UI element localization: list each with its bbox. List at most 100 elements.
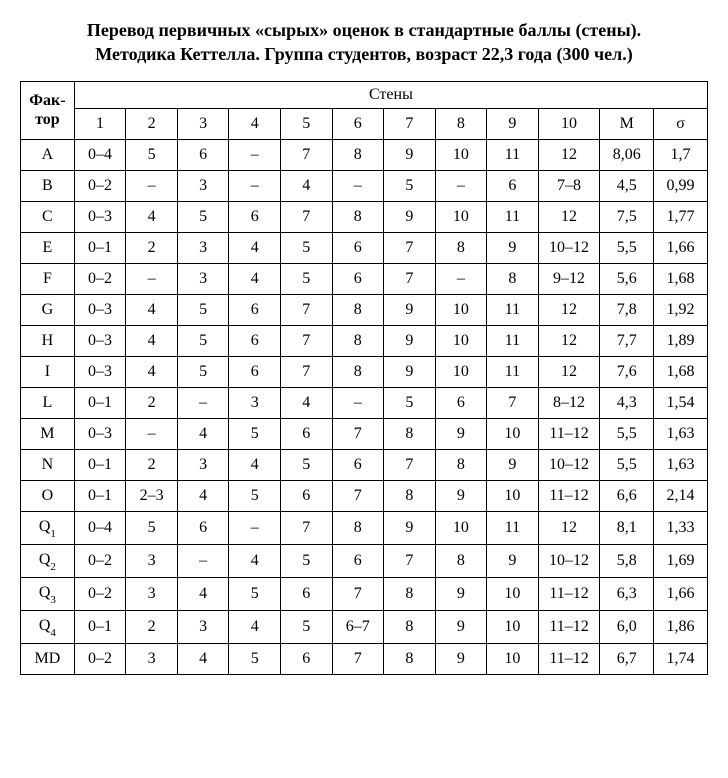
data-cell: 11: [487, 294, 539, 325]
factor-label: Q: [39, 518, 51, 535]
data-cell: 6: [487, 170, 539, 201]
data-cell: 9: [384, 325, 436, 356]
factor-cell: O: [21, 480, 75, 511]
data-cell: 9: [384, 356, 436, 387]
data-cell: 1,77: [654, 201, 708, 232]
data-cell: 2: [126, 387, 178, 418]
data-cell: 7: [384, 263, 436, 294]
data-cell: 7: [384, 544, 436, 577]
factor-cell: Q4: [21, 611, 75, 644]
data-cell: 3: [177, 232, 229, 263]
table-row: F0–2–34567–89–125,61,68: [21, 263, 708, 294]
data-cell: 1,68: [654, 356, 708, 387]
factor-cell: A: [21, 139, 75, 170]
data-cell: 3: [177, 170, 229, 201]
data-cell: 11: [487, 139, 539, 170]
factor-subscript: 4: [50, 627, 56, 639]
data-cell: 4,3: [600, 387, 654, 418]
data-cell: 5,5: [600, 449, 654, 480]
factor-cell: E: [21, 232, 75, 263]
factor-cell: H: [21, 325, 75, 356]
factor-subscript: 1: [50, 528, 56, 540]
data-cell: 0–4: [74, 511, 126, 544]
data-cell: 12: [538, 139, 600, 170]
data-cell: 3: [177, 611, 229, 644]
data-cell: 5: [280, 611, 332, 644]
table-row: A0–456–7891011128,061,7: [21, 139, 708, 170]
data-cell: 1,66: [654, 577, 708, 610]
table-row: E0–12345678910–125,51,66: [21, 232, 708, 263]
data-cell: 4: [126, 294, 178, 325]
table-row: I0–34567891011127,61,68: [21, 356, 708, 387]
data-cell: 1,69: [654, 544, 708, 577]
data-cell: –: [229, 511, 281, 544]
factor-cell: F: [21, 263, 75, 294]
data-cell: 5: [126, 511, 178, 544]
data-cell: 6: [177, 139, 229, 170]
data-cell: 3: [177, 449, 229, 480]
data-cell: 8: [435, 544, 487, 577]
data-cell: 0–2: [74, 544, 126, 577]
data-cell: 8: [332, 201, 384, 232]
data-cell: 11: [487, 356, 539, 387]
col-header: 3: [177, 108, 229, 139]
data-cell: 11: [487, 511, 539, 544]
data-cell: 7,6: [600, 356, 654, 387]
data-cell: 12: [538, 294, 600, 325]
data-cell: 12: [538, 325, 600, 356]
data-cell: 6: [229, 201, 281, 232]
data-cell: 1,63: [654, 418, 708, 449]
data-cell: 6: [229, 325, 281, 356]
data-cell: –: [332, 170, 384, 201]
data-cell: 0–1: [74, 611, 126, 644]
data-cell: 6,6: [600, 480, 654, 511]
table-row: Q30–234567891011–126,31,66: [21, 577, 708, 610]
data-cell: 4,5: [600, 170, 654, 201]
data-cell: 3: [126, 577, 178, 610]
data-cell: 0–3: [74, 418, 126, 449]
data-cell: 8: [332, 325, 384, 356]
col-header: 4: [229, 108, 281, 139]
table-row: Q20–23–45678910–125,81,69: [21, 544, 708, 577]
data-cell: 4: [229, 232, 281, 263]
table-header: Фак- тор Стены 1 2 3 4 5 6 7 8 9 10 M σ: [21, 81, 708, 139]
data-cell: –: [229, 139, 281, 170]
steny-group-header: Стены: [74, 81, 707, 108]
data-cell: 0–2: [74, 170, 126, 201]
data-cell: –: [435, 170, 487, 201]
data-cell: 5: [280, 263, 332, 294]
data-cell: –: [126, 418, 178, 449]
table-row: H0–34567891011127,71,89: [21, 325, 708, 356]
factor-cell: Q3: [21, 577, 75, 610]
title-line-1: Перевод первичных «сырых» оценок в станд…: [87, 20, 641, 40]
data-cell: 3: [177, 263, 229, 294]
data-cell: 7: [332, 644, 384, 675]
table-row: G0–34567891011127,81,92: [21, 294, 708, 325]
data-cell: 4: [177, 644, 229, 675]
data-cell: 0–3: [74, 325, 126, 356]
data-cell: 0–3: [74, 356, 126, 387]
data-cell: 1,74: [654, 644, 708, 675]
data-cell: 12: [538, 201, 600, 232]
col-header: M: [600, 108, 654, 139]
data-cell: 3: [229, 387, 281, 418]
data-cell: 2–3: [126, 480, 178, 511]
data-cell: 7: [384, 449, 436, 480]
data-cell: 10–12: [538, 232, 600, 263]
data-cell: 12: [538, 356, 600, 387]
data-cell: 10: [435, 325, 487, 356]
data-cell: 10: [487, 418, 539, 449]
data-cell: 5: [177, 325, 229, 356]
data-cell: 8: [332, 294, 384, 325]
data-cell: 0–2: [74, 577, 126, 610]
data-cell: 6,0: [600, 611, 654, 644]
table-row: Q40–123456–7891011–126,01,86: [21, 611, 708, 644]
factor-subscript: 2: [50, 561, 56, 573]
data-cell: 5: [177, 201, 229, 232]
data-cell: 7: [280, 325, 332, 356]
data-cell: 10: [487, 577, 539, 610]
data-cell: 4: [126, 325, 178, 356]
data-cell: 1,33: [654, 511, 708, 544]
data-cell: 9: [384, 294, 436, 325]
data-cell: 7,8: [600, 294, 654, 325]
